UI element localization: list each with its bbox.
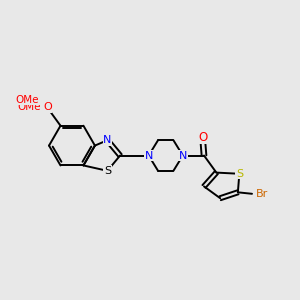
Text: N: N	[178, 151, 187, 160]
Text: S: S	[104, 166, 111, 176]
Text: S: S	[236, 169, 243, 179]
Text: O: O	[198, 131, 207, 144]
Text: N: N	[145, 151, 153, 160]
Text: OMe: OMe	[18, 102, 41, 112]
Text: Br: Br	[256, 189, 268, 199]
Text: O: O	[43, 103, 52, 112]
Text: OMe: OMe	[16, 95, 39, 105]
Text: N: N	[103, 135, 112, 145]
